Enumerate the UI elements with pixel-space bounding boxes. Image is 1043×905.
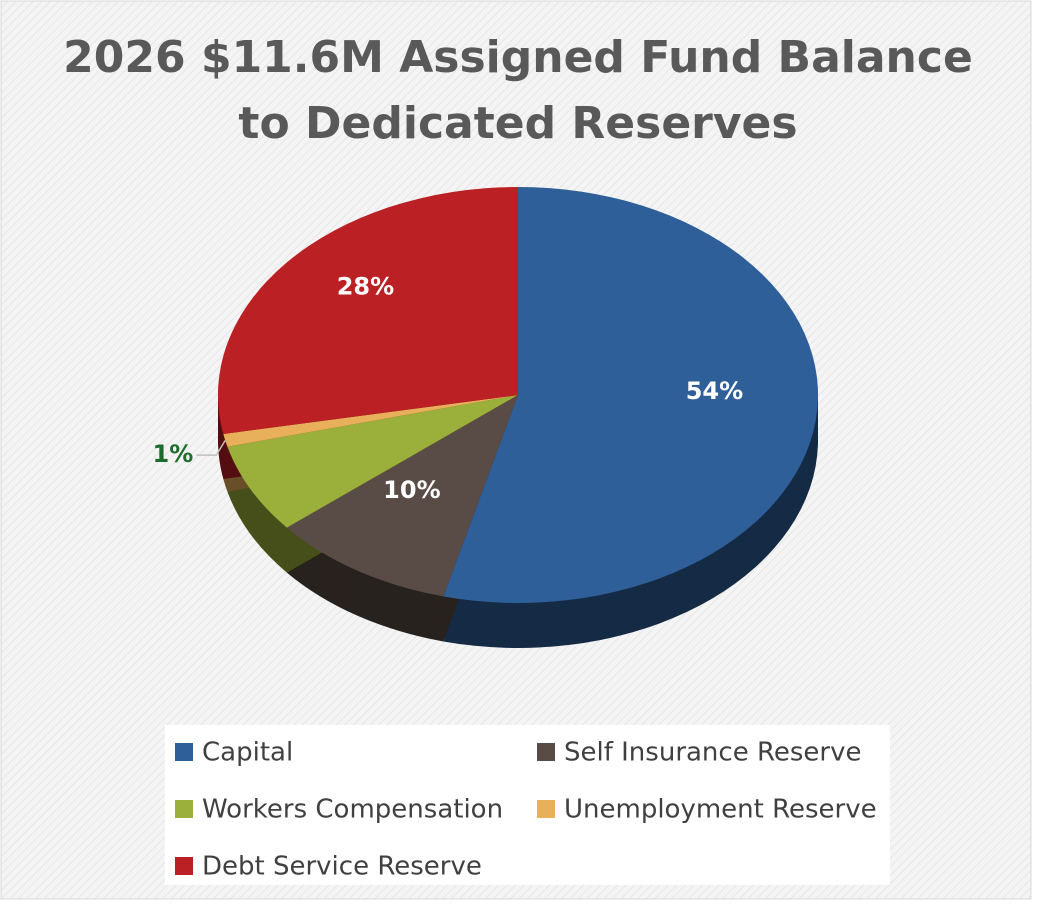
legend-label: Self Insurance Reserve [564, 738, 861, 768]
pie: 54% 10% 1% 28% [153, 187, 819, 648]
legend-label: Capital [202, 738, 293, 768]
data-label: 1% [153, 440, 194, 468]
pie-slice [286, 395, 518, 597]
legend: Capital Self Insurance Reserve Workers Com… [175, 738, 877, 882]
pie-slice [227, 395, 518, 528]
legend-label: Unemployment Reserve [564, 795, 877, 825]
legend-swatch [175, 743, 193, 761]
chart-title: 2026 $11.6M Assigned Fund Balance to Dedi… [63, 32, 973, 149]
legend-box [165, 725, 890, 885]
legend-swatch [537, 800, 555, 818]
legend-swatch [175, 800, 193, 818]
leader-line [196, 439, 226, 456]
legend-label: Workers Compensation [202, 795, 503, 825]
legend-swatch [175, 857, 193, 875]
legend-swatch [537, 743, 555, 761]
pie-slice [443, 187, 819, 603]
data-label: 28% [337, 272, 394, 300]
data-label: 54% [686, 377, 743, 405]
pie-slice [218, 187, 518, 434]
legend-label: Debt Service Reserve [202, 852, 482, 882]
data-label: 10% [383, 476, 440, 504]
pie-slice [223, 395, 518, 447]
